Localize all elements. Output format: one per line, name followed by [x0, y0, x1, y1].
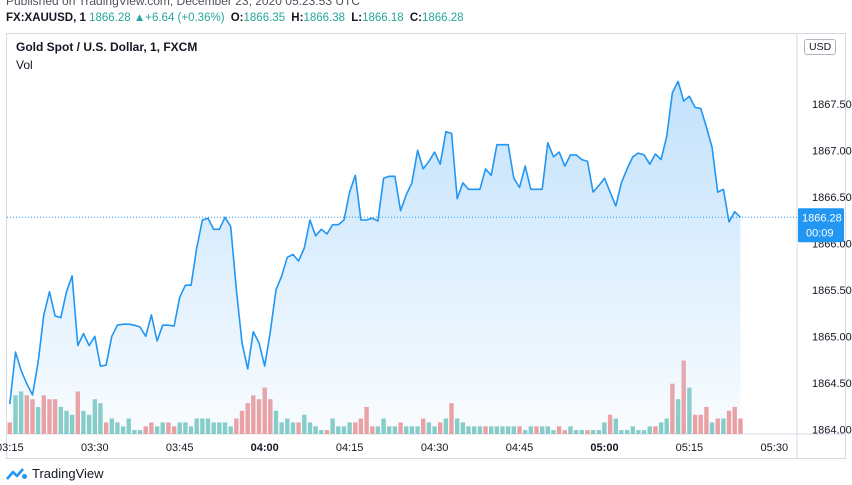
x-tick-label-2: 03:45: [166, 442, 194, 454]
high-value: 1866.38: [303, 12, 346, 24]
x-tick-label-8: 05:15: [676, 442, 704, 454]
tradingview-logo-icon: [6, 467, 27, 480]
tradingview-logo[interactable]: TradingView: [6, 466, 104, 481]
x-tick-label-1: 03:30: [81, 442, 109, 454]
last-price-tag: [798, 208, 844, 243]
symbol-label[interactable]: FX:XAUUSD, 1: [6, 12, 86, 24]
x-tick-label-7: 05:00: [590, 442, 618, 454]
y-tick-label-2: 1865.00: [812, 331, 852, 343]
low-label: L:: [351, 12, 363, 24]
tradingview-brand: TradingView: [32, 466, 104, 481]
y-tick-label-5: 1866.50: [812, 192, 852, 204]
quote-bar: FX:XAUUSD, 1 1866.28 ▲+6.64 (+0.36%) O:1…: [6, 12, 464, 24]
x-tick-label-5: 04:30: [421, 442, 449, 454]
x-tick-label-6: 04:45: [506, 442, 534, 454]
low-value: 1866.18: [362, 12, 404, 24]
high-label: H:: [291, 12, 304, 24]
y-tick-label-7: 1867.50: [812, 99, 852, 111]
chart-frame[interactable]: [6, 33, 846, 459]
close-value: 1866.28: [422, 12, 464, 24]
last-price-tag-value: 1866.28: [802, 212, 842, 224]
last-price-tag-countdown: 00:09: [806, 227, 834, 239]
price-area: [9, 81, 741, 435]
x-tick-label-4: 04:15: [336, 442, 364, 454]
volume-legend[interactable]: Vol: [16, 58, 33, 72]
close-label: C:: [409, 12, 422, 24]
x-tick-label-9: 05:30: [761, 442, 789, 454]
x-tick-label-0: 03:15: [0, 442, 24, 454]
open-value: 1866.35: [243, 12, 286, 24]
open-label: O:: [230, 12, 244, 24]
chart-legend-title[interactable]: Gold Spot / U.S. Dollar, 1, FXCM: [16, 40, 198, 54]
x-tick-label-3: 04:00: [251, 442, 279, 454]
y-tick-label-3: 1865.50: [812, 285, 852, 297]
price-line: [9, 80, 741, 405]
y-tick-label-1: 1864.50: [812, 378, 852, 390]
change-value: +6.64 (+0.36%): [145, 12, 225, 24]
up-triangle-icon: ▲: [133, 12, 146, 24]
y-tick-label-0: 1864.00: [812, 424, 852, 436]
last-price: 1866.28: [89, 12, 131, 24]
y-tick-label-6: 1867.00: [812, 145, 852, 157]
published-note: Published on TradingView.com, December 2…: [6, 0, 360, 8]
currency-badge[interactable]: USD: [804, 39, 837, 55]
